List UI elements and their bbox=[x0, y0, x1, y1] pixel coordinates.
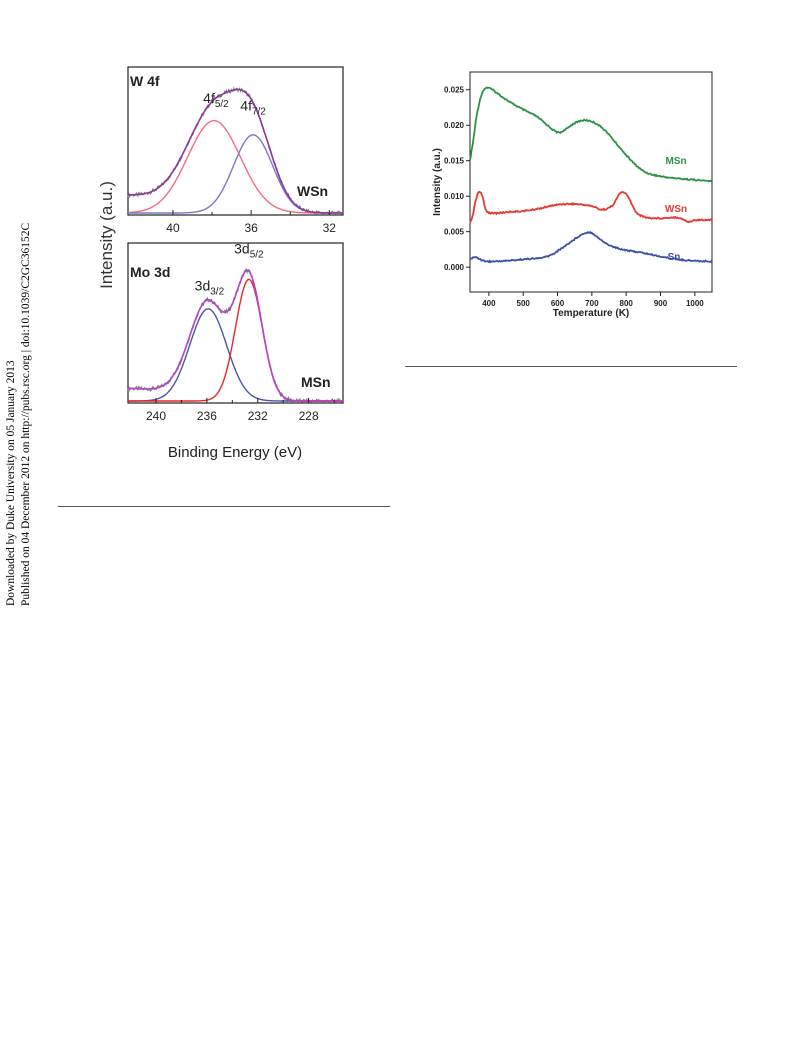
msn-sample-label: MSn bbox=[301, 374, 331, 390]
w4f-envelope-line bbox=[128, 88, 343, 214]
mo3d-panel-title: Mo 3d bbox=[130, 264, 170, 280]
left-separator-rule bbox=[58, 506, 390, 507]
mo3d-envelope-line bbox=[128, 269, 343, 402]
tpd-x-tick-label-0: 400 bbox=[482, 299, 496, 308]
download-notice-line1: Downloaded by Duke University on 05 Janu… bbox=[5, 360, 17, 606]
w4f-peak-label-1: 4f7/2 bbox=[240, 97, 266, 117]
tpd-series-line-sn bbox=[469, 230, 713, 264]
tpd-series-line-wsn bbox=[469, 190, 713, 224]
tpd-x-tick-label-5: 900 bbox=[654, 299, 668, 308]
w4f-panel-title: W 4f bbox=[130, 73, 160, 89]
tpd-y-tick-label-0: 0.000 bbox=[444, 263, 465, 272]
mo3d-tick-label-1: 236 bbox=[197, 409, 217, 423]
tpd-x-axis-label: Temperature (K) bbox=[553, 308, 630, 319]
download-notice: Downloaded by Duke University on 05 Janu… bbox=[0, 0, 40, 1039]
mo3d-peak-label-1: 3d5/2 bbox=[234, 240, 264, 260]
mo3d-tick-label-2: 232 bbox=[248, 409, 268, 423]
tpd-x-tick-label-6: 1000 bbox=[686, 299, 704, 308]
publication-notice-line2: Published on 04 December 2012 on http://… bbox=[20, 222, 32, 606]
right-separator-rule bbox=[405, 366, 737, 367]
w4f-plot-frame bbox=[127, 66, 344, 216]
tpd-panel: 400 500 600 700 800 900 1000 0.000 0.005 0.010 0.0… bbox=[444, 86, 713, 308]
tpd-x-tick-label-3: 700 bbox=[585, 299, 599, 308]
w4f-peak1-fit-line bbox=[128, 119, 343, 214]
mo3d-tick-label-3: 228 bbox=[299, 409, 319, 423]
wsn-sample-label: WSn bbox=[297, 183, 328, 199]
tpd-y-tick-label-5: 0.025 bbox=[444, 86, 465, 95]
tpd-x-tick-label-1: 500 bbox=[517, 299, 531, 308]
w4f-tick-label-2: 32 bbox=[323, 221, 337, 235]
w4f-peak-label-0: 4f5/2 bbox=[203, 90, 229, 110]
mo3d-panel: 240 236 232 228 3d3/2 3d5/2 bbox=[127, 240, 344, 423]
tpd-series-label-msn: MSn bbox=[665, 156, 686, 167]
w4f-tick-label-1: 36 bbox=[244, 221, 258, 235]
w4f-panel: 40 36 32 4f5/2 4f7/2 bbox=[127, 86, 344, 235]
mo3d-peak-label-0: 3d3/2 bbox=[195, 278, 225, 298]
tpd-y-tick-label-4: 0.020 bbox=[444, 121, 465, 130]
tpd-series-label-wsn: WSn bbox=[665, 204, 687, 215]
tpd-y-tick-label-2: 0.010 bbox=[444, 192, 465, 201]
tpd-y-tick-label-3: 0.015 bbox=[444, 157, 465, 166]
tpd-x-tick-label-4: 800 bbox=[620, 299, 634, 308]
tpd-series-line-msn bbox=[469, 86, 713, 183]
tpd-plot-frame bbox=[469, 71, 713, 293]
mo3d-plot-frame bbox=[127, 242, 344, 404]
mo3d-tick-label-0: 240 bbox=[146, 409, 166, 423]
tpd-y-axis-label: Intensity (a.u.) bbox=[432, 148, 443, 216]
tpd-y-tick-label-1: 0.005 bbox=[444, 228, 465, 237]
tpd-x-tick-label-2: 600 bbox=[551, 299, 565, 308]
tpd-series-label-sn: Sn bbox=[668, 252, 681, 263]
xps-x-axis-label: Binding Energy (eV) bbox=[168, 444, 302, 461]
xps-y-axis-label: Intensity (a.u.) bbox=[97, 181, 116, 289]
w4f-tick-label-0: 40 bbox=[166, 221, 180, 235]
tpd-chart-figure: 400 500 600 700 800 900 1000 0.000 0.005 0.010 0.0… bbox=[432, 71, 713, 319]
